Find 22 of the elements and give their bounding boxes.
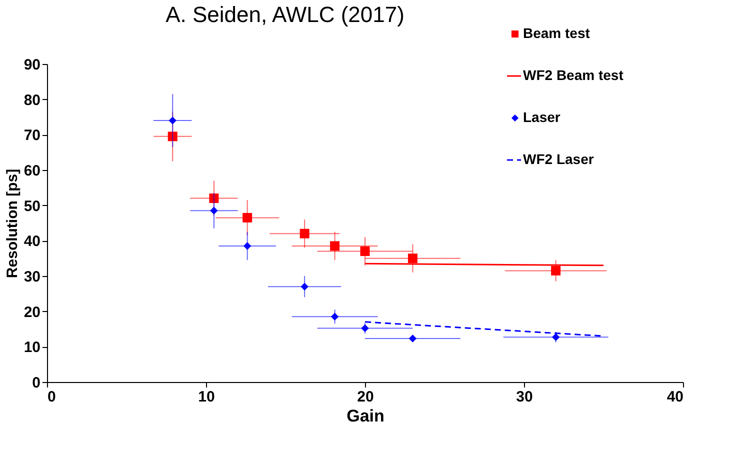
x-tick-label: 30 [516, 388, 533, 406]
x-tick-label: 10 [198, 388, 215, 406]
y-tick-label: 40 [24, 233, 40, 250]
legend-label: Beam test [523, 25, 590, 41]
y-tick-label: 0 [32, 374, 40, 392]
y-tick-label: 80 [24, 92, 40, 109]
x-tick-label: 0 [48, 388, 56, 406]
legend-label: WF2 Beam test [523, 67, 624, 83]
y-tick-label: 30 [24, 268, 40, 286]
x-tick-label: 40 [666, 388, 684, 406]
y-axis-title: Resolution [ps] [4, 168, 21, 278]
y-tick-label: 50 [24, 198, 40, 215]
y-tick-label: 90 [24, 56, 40, 74]
chart-title: A. Seiden, AWLC (2017) [166, 2, 404, 27]
x-tick-label: 20 [357, 388, 374, 406]
x-axis-title: Gain [346, 406, 384, 426]
y-tick-label: 70 [24, 127, 40, 144]
y-tick-label: 10 [24, 339, 40, 356]
y-tick-label: 20 [24, 304, 40, 321]
legend-label: WF2 Laser [523, 151, 594, 167]
legend-label: Laser [523, 109, 561, 125]
y-tick-label: 60 [24, 162, 40, 180]
